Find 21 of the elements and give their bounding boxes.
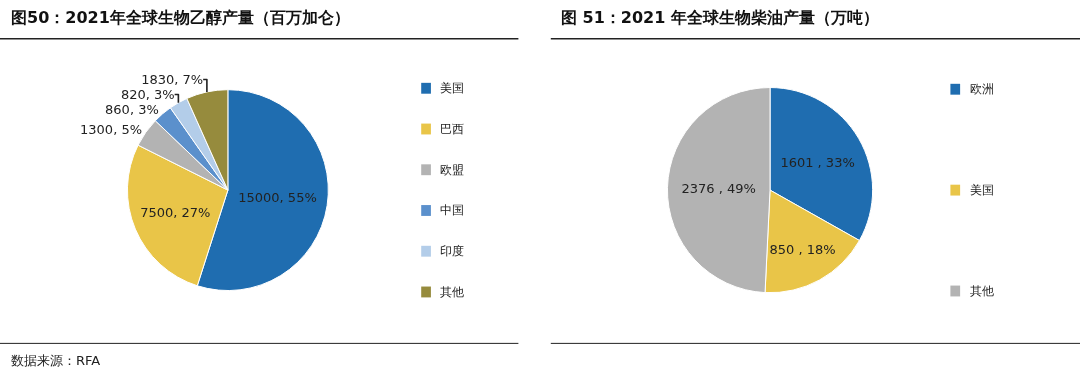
legend-label: 其他 (440, 285, 464, 299)
legend-label: 欧盟 (440, 163, 464, 177)
legend-label: 美国 (440, 81, 464, 95)
source-note: 数据来源：RFA (11, 353, 101, 368)
legend-label: 欧洲 (970, 82, 994, 96)
data-label: 1601 , 33% (780, 154, 855, 170)
legend-label: 美国 (970, 183, 994, 197)
chart-title: 图50：2021年全球生物乙醇产量（百万加仑） (11, 8, 350, 27)
legend-label: 巴西 (440, 122, 464, 136)
data-label: 820, 3% (120, 87, 175, 103)
data-label: 860, 3% (105, 102, 159, 118)
data-label: 7500, 27% (140, 204, 211, 220)
legend-label: 印度 (440, 244, 464, 258)
data-label: 2376 , 49% (681, 181, 756, 197)
data-label: 1300, 5% (80, 122, 143, 138)
data-label: 15000, 55% (238, 190, 317, 206)
legend-label: 中国 (440, 203, 464, 217)
data-label: 850 , 18% (769, 241, 836, 257)
legend-label: 其他 (970, 284, 994, 298)
chart-title: 图 51：2021 年全球生物柴油产量（万吨） (561, 8, 879, 27)
data-label: 1830, 7% (141, 72, 204, 88)
